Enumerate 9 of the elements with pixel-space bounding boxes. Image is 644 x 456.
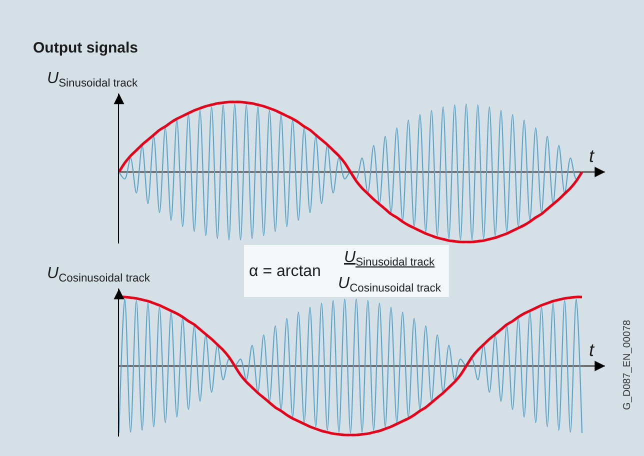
x-axis-title: t (589, 340, 595, 360)
y-axis-title: U$_{Cosinusoidal track}$ (338, 275, 442, 294)
y-axis-title: U$_{Sinusoidal track}$ (47, 70, 138, 90)
text: G_D087_EN_00078 (622, 319, 633, 410)
text: U$_{Sinusoidal track}$ (344, 249, 435, 268)
x-axis-title: t (589, 146, 595, 166)
chart-title: Output signals (33, 39, 138, 56)
text: α = arctan (249, 263, 321, 280)
text: U$_{Cosinusoidal track}$ (47, 265, 150, 284)
